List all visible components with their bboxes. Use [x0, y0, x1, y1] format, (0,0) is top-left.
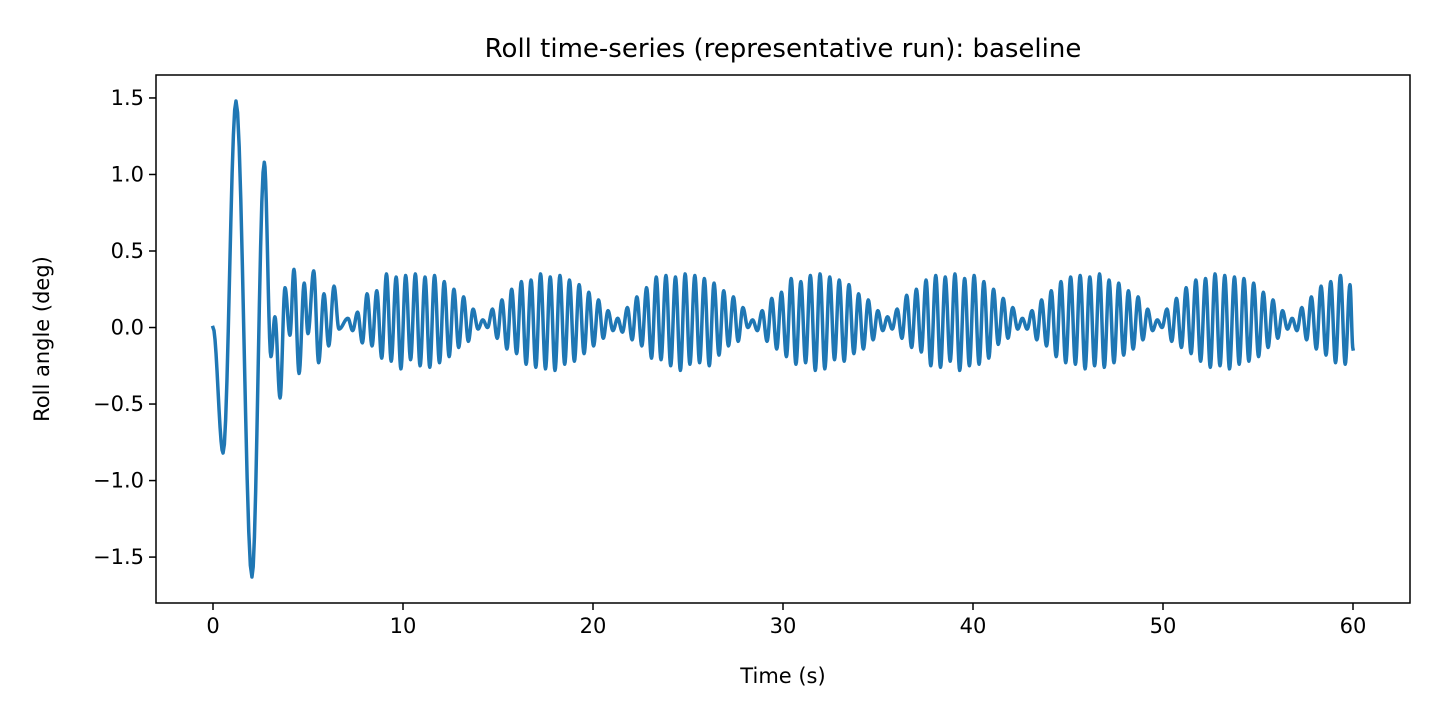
roll-series-line — [210, 99, 1356, 579]
y-tick-label: −1.5 — [93, 545, 144, 569]
y-tick-label: 1.5 — [111, 86, 144, 110]
axis-ticks: 0 10 20 30 40 50 60 −1.5 −1.0 −0.5 0.0 0.5 1.0 1.5 — [93, 86, 1366, 638]
x-tick-label: 40 — [960, 614, 987, 638]
y-tick-label: −1.0 — [93, 469, 144, 493]
x-axis-label: Time (s) — [739, 664, 825, 688]
y-tick-label: 1.0 — [111, 162, 144, 186]
x-tick-label: 20 — [580, 614, 607, 638]
x-tick-label: 50 — [1150, 614, 1177, 638]
y-tick-label: 0.5 — [111, 239, 144, 263]
plot-frame — [155, 74, 1411, 604]
x-tick-label: 0 — [206, 614, 219, 638]
x-tick-label: 60 — [1340, 614, 1367, 638]
x-tick-label: 10 — [390, 614, 417, 638]
y-axis-label: Roll angle (deg) — [30, 256, 54, 422]
chart-title: Roll time-series (representative run): b… — [485, 34, 1082, 64]
x-tick-label: 30 — [770, 614, 797, 638]
y-tick-label: −0.5 — [93, 392, 144, 416]
y-tick-label: 0.0 — [111, 316, 144, 340]
